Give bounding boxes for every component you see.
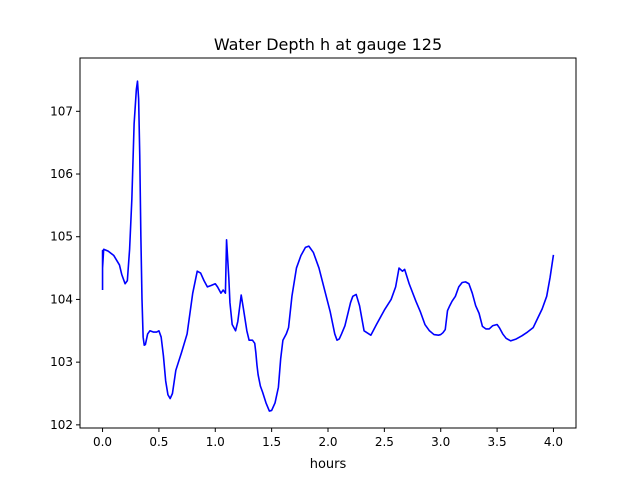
x-tick-label: 1.5 — [262, 435, 281, 449]
x-tick-label: 3.0 — [431, 435, 450, 449]
y-axis-ticks: 102 103 104 105 106 107 — [50, 104, 80, 432]
x-axis-label: hours — [310, 457, 347, 472]
y-tick-label: 107 — [50, 104, 73, 118]
x-tick-label: 1.0 — [206, 435, 225, 449]
x-tick-label: 4.0 — [544, 435, 563, 449]
y-tick-label: 105 — [50, 230, 73, 244]
axes-frame — [79, 57, 577, 429]
x-tick-label: 2.0 — [318, 435, 337, 449]
x-tick-label: 0.5 — [149, 435, 168, 449]
chart-title: Water Depth h at gauge 125 — [214, 35, 442, 54]
y-tick-label: 102 — [50, 418, 73, 432]
water-depth-line — [101, 80, 555, 412]
x-tick-label: 2.5 — [375, 435, 394, 449]
x-tick-label: 0.0 — [93, 435, 112, 449]
y-tick-label: 103 — [50, 355, 73, 369]
plot-area — [101, 80, 555, 412]
x-tick-label: 3.5 — [488, 435, 507, 449]
y-tick-label: 106 — [50, 167, 73, 181]
y-tick-label: 104 — [50, 292, 73, 306]
x-axis-ticks: 0.0 0.5 1.0 1.5 2.0 2.5 3.0 3.5 4.0 — [93, 428, 563, 449]
